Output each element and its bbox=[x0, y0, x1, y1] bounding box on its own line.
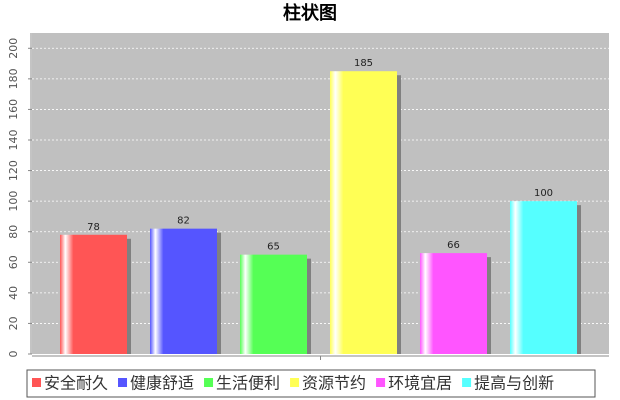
legend-label: 安全耐久 bbox=[44, 374, 108, 393]
bar bbox=[150, 228, 217, 354]
legend-swatch bbox=[376, 378, 386, 387]
legend-label: 环境宜居 bbox=[388, 374, 452, 393]
y-tick-label: 200 bbox=[7, 38, 20, 59]
value-label: 82 bbox=[177, 216, 190, 227]
y-tick-label: 60 bbox=[7, 255, 20, 269]
legend-swatch bbox=[118, 378, 128, 387]
value-label: 65 bbox=[267, 242, 280, 253]
legend-swatch bbox=[290, 378, 300, 387]
legend-swatch bbox=[462, 378, 472, 387]
y-tick-label: 140 bbox=[7, 130, 20, 151]
legend-label: 资源节约 bbox=[302, 374, 366, 393]
value-label: 66 bbox=[447, 240, 460, 251]
legend-label: 提高与创新 bbox=[474, 374, 554, 393]
y-tick-label: 0 bbox=[7, 351, 20, 358]
y-tick-label: 40 bbox=[7, 286, 20, 300]
chart-title: 柱状图 bbox=[283, 2, 337, 24]
bar bbox=[330, 71, 397, 354]
y-tick-label: 20 bbox=[7, 316, 20, 330]
y-tick-label: 100 bbox=[7, 191, 20, 212]
legend-label: 生活便利 bbox=[216, 374, 280, 393]
y-tick-label: 120 bbox=[7, 160, 20, 181]
value-label: 78 bbox=[87, 222, 100, 233]
value-label: 185 bbox=[354, 58, 373, 69]
value-label: 100 bbox=[534, 188, 553, 199]
bar bbox=[420, 253, 487, 354]
y-tick-label: 80 bbox=[7, 225, 20, 239]
bar bbox=[510, 201, 577, 354]
legend-swatch bbox=[204, 378, 214, 387]
bar bbox=[240, 254, 307, 354]
bar bbox=[60, 234, 127, 354]
y-tick-label: 160 bbox=[7, 99, 20, 120]
legend-swatch bbox=[32, 378, 41, 387]
legend-label: 健康舒适 bbox=[130, 374, 194, 393]
y-tick-label: 180 bbox=[7, 68, 20, 89]
